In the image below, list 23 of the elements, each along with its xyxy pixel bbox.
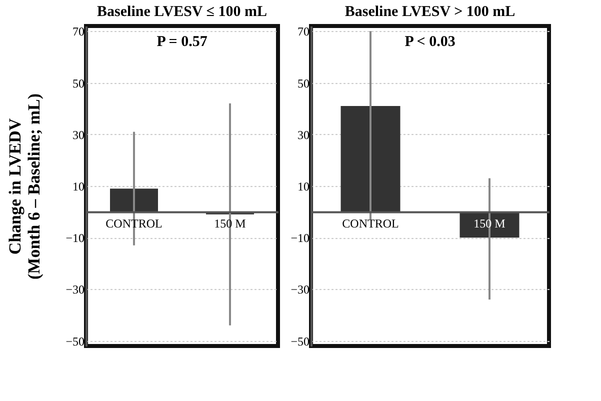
annotation: P = 0.57 xyxy=(156,34,208,50)
y-tick-label: 30 xyxy=(298,128,310,142)
y-tick-label: −30 xyxy=(66,282,84,297)
y-tick-label: 10 xyxy=(298,180,310,194)
y-tick-label: −50 xyxy=(66,334,84,348)
chart-title: Baseline LVESV ≤ 100 mL xyxy=(97,4,267,20)
y-tick-label: 70 xyxy=(298,24,310,39)
y-tick-label: 50 xyxy=(298,76,310,90)
y-tick-label: 50 xyxy=(72,76,84,90)
annotation: P < 0.03 xyxy=(404,34,456,50)
y-tick-label: −10 xyxy=(290,231,310,246)
x-tick-label: 150 M xyxy=(214,216,246,230)
y-tick-label: 30 xyxy=(72,128,84,142)
y-tick-label: 10 xyxy=(72,180,84,194)
x-tick-label: CONTROL xyxy=(342,216,399,230)
chart-title: Baseline LVESV > 100 mL xyxy=(344,4,516,20)
y-tick-label: 70 xyxy=(72,24,84,39)
x-tick-label: 150 M xyxy=(474,216,506,230)
y-axis-title: Change in LVEDV (Month 6 – Baseline; mL) xyxy=(6,93,44,280)
x-tick-label: CONTROL xyxy=(106,216,162,230)
y-tick-label: −50 xyxy=(290,334,310,348)
y-tick-label: −30 xyxy=(290,282,310,297)
y-tick-label: −10 xyxy=(66,231,84,246)
